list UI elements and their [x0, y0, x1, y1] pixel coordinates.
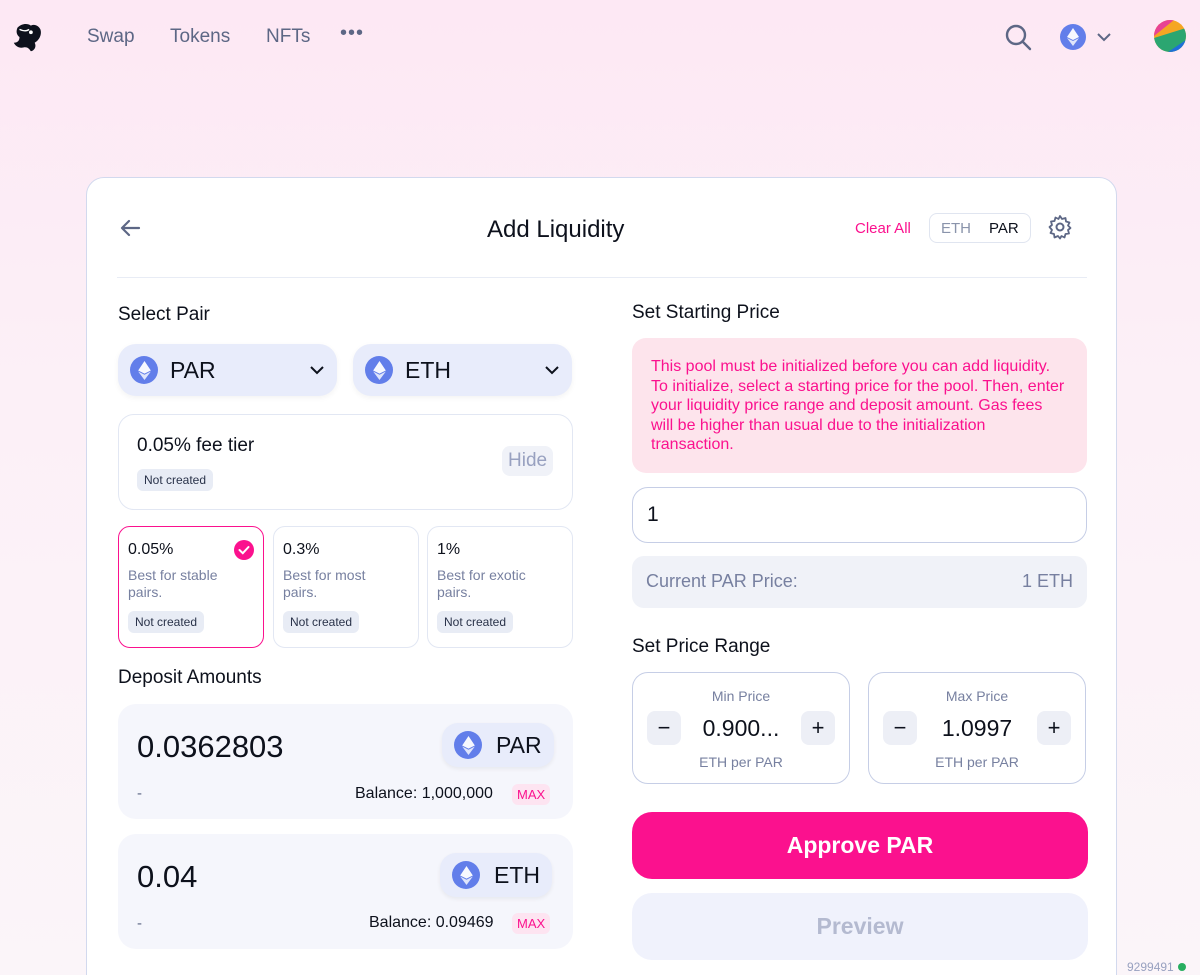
uniswap-logo-icon[interactable]: [10, 18, 48, 56]
deposit-par-amount[interactable]: 0.0362803: [137, 729, 284, 764]
chevron-down-icon: [1097, 33, 1111, 42]
token-a-selector[interactable]: PAR: [118, 344, 337, 396]
deposit-eth-symbol: ETH: [494, 861, 540, 888]
min-price-decrement-button[interactable]: −: [647, 711, 681, 745]
current-price-label: Current PAR Price:: [646, 571, 798, 591]
card-header: Add Liquidity Clear All ETH PAR: [117, 208, 1087, 278]
fee-tier-value: 1%: [437, 541, 461, 558]
gear-icon[interactable]: [1047, 214, 1073, 240]
deposit-eth-panel: 0.04 - ETH Balance: 0.09469 MAX: [118, 834, 573, 949]
account-avatar[interactable]: [1154, 20, 1186, 52]
token-a-symbol: PAR: [170, 356, 216, 383]
fee-tier-description: Best for most pairs.: [283, 567, 366, 600]
fee-tier-value: 0.05%: [128, 541, 174, 558]
deposit-par-symbol: PAR: [496, 731, 542, 758]
back-arrow-icon[interactable]: [117, 214, 145, 242]
nav-tokens[interactable]: Tokens: [170, 26, 231, 47]
status-badge: Not created: [128, 611, 205, 633]
denomination-toggle[interactable]: ETH PAR: [929, 213, 1031, 243]
block-number-value: 9299491: [1127, 960, 1174, 974]
initialization-warning: This pool must be initialized before you…: [632, 338, 1087, 473]
status-dot-icon: [1177, 963, 1186, 971]
block-number[interactable]: 9299491: [1127, 960, 1186, 974]
fee-tier-summary: 0.05% fee tier Not created Hide: [118, 414, 573, 510]
deposit-par-panel: 0.0362803 - PAR Balance: 1,000,000 MAX: [118, 704, 573, 819]
current-price-row: Current PAR Price: 1 ETH: [632, 556, 1087, 608]
preview-button[interactable]: Preview: [632, 893, 1088, 960]
min-price-increment-button[interactable]: +: [801, 711, 835, 745]
nav-nfts[interactable]: NFTs: [266, 26, 311, 47]
deposit-amounts-label: Deposit Amounts: [118, 667, 262, 688]
chevron-down-icon: [545, 366, 559, 375]
current-price-value: 1 ETH: [1021, 571, 1073, 591]
starting-price-label: Set Starting Price: [632, 302, 780, 323]
min-price-box: Min Price − 0.900... + ETH per PAR: [632, 672, 850, 784]
network-selector[interactable]: [1060, 22, 1120, 52]
denom-option-par[interactable]: PAR: [980, 215, 1028, 241]
fee-tier-value: 0.3%: [283, 541, 320, 558]
min-price-unit: ETH per PAR: [699, 754, 783, 770]
deposit-eth-fiat: -: [137, 915, 142, 932]
check-icon: [234, 540, 254, 560]
status-badge: Not created: [137, 469, 214, 491]
max-price-unit: ETH per PAR: [935, 754, 1019, 770]
ethereum-icon: [1060, 24, 1086, 50]
status-badge: Not created: [437, 611, 514, 633]
fee-tier-option-1[interactable]: 1% Best for exotic pairs. Not created: [427, 526, 573, 648]
chevron-down-icon: [310, 366, 324, 375]
clear-all-button[interactable]: Clear All: [855, 220, 911, 237]
add-liquidity-card: Add Liquidity Clear All ETH PAR Select P…: [86, 177, 1117, 975]
min-price-title: Min Price: [711, 688, 771, 704]
max-price-box: Max Price − 1.0997 + ETH per PAR: [868, 672, 1086, 784]
ethereum-icon: [452, 861, 480, 889]
token-b-selector[interactable]: ETH: [353, 344, 572, 396]
deposit-par-fiat: -: [137, 785, 142, 802]
nav-swap[interactable]: Swap: [87, 26, 135, 47]
top-nav: Swap Tokens NFTs •••: [0, 0, 1200, 72]
token-b-symbol: ETH: [405, 356, 451, 383]
price-range-label: Set Price Range: [632, 636, 771, 657]
nav-more-icon[interactable]: •••: [340, 22, 365, 44]
fee-tier-description: Best for exotic pairs.: [437, 567, 526, 600]
par-token-icon: [454, 731, 482, 759]
max-eth-button[interactable]: MAX: [512, 913, 551, 934]
min-price-value[interactable]: 0.900...: [702, 715, 780, 741]
fee-tier-title: 0.05% fee tier: [137, 435, 255, 456]
select-pair-label: Select Pair: [118, 304, 210, 325]
search-icon[interactable]: [1003, 22, 1033, 52]
deposit-eth-balance: Balance: 0.09469: [369, 914, 494, 931]
max-par-button[interactable]: MAX: [512, 784, 551, 805]
fee-tier-description: Best for stable pairs.: [128, 567, 218, 600]
deposit-eth-amount[interactable]: 0.04: [137, 859, 198, 894]
starting-price-input[interactable]: [632, 487, 1087, 543]
approve-par-button[interactable]: Approve PAR: [632, 812, 1088, 879]
fee-tier-option-0-05[interactable]: 0.05% Best for stable pairs. Not created: [118, 526, 264, 648]
ethereum-icon: [365, 356, 393, 384]
max-price-decrement-button[interactable]: −: [883, 711, 917, 745]
denom-option-eth[interactable]: ETH: [941, 219, 971, 237]
page-title: Add Liquidity: [487, 216, 625, 243]
deposit-par-token: PAR: [442, 723, 554, 767]
hide-fee-tiers-button[interactable]: Hide: [502, 446, 554, 476]
deposit-par-balance: Balance: 1,000,000: [355, 785, 493, 802]
par-token-icon: [130, 356, 158, 384]
deposit-eth-token: ETH: [440, 853, 552, 897]
fee-tier-option-0-3[interactable]: 0.3% Best for most pairs. Not created: [273, 526, 419, 648]
max-price-value[interactable]: 1.0997: [941, 715, 1013, 741]
max-price-title: Max Price: [945, 688, 1009, 704]
status-badge: Not created: [283, 611, 360, 633]
max-price-increment-button[interactable]: +: [1037, 711, 1071, 745]
